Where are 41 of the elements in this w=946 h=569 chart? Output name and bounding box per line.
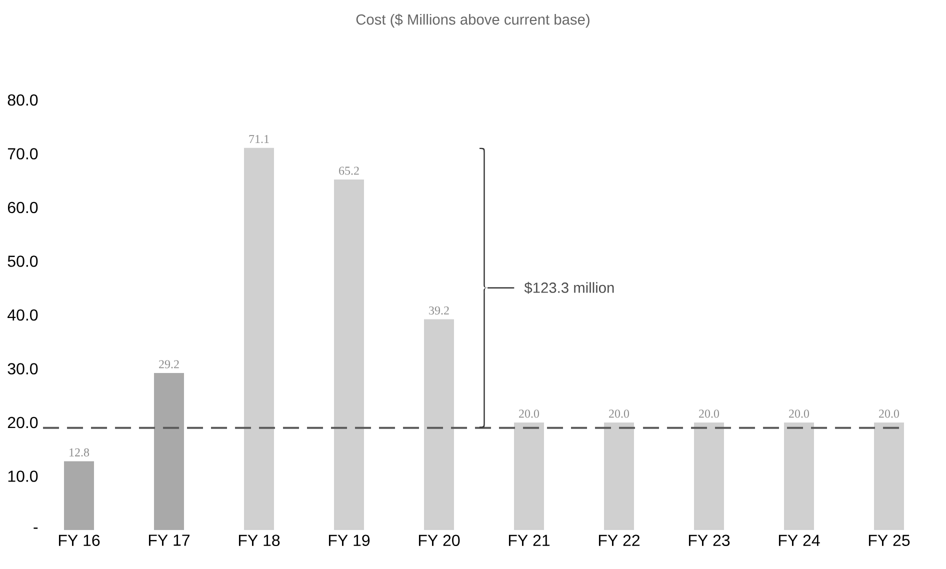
data-label: 12.8 [70,448,90,456]
annotation: $123.3 million [524,282,614,294]
bar [334,180,364,530]
chart-title: Cost ($ Millions above current base) [356,14,590,28]
data-label: 20.0 [879,410,900,418]
bar [784,422,814,530]
bar [244,148,274,530]
bar [874,422,904,530]
y-tick-label: 50.0 [8,256,38,267]
y-tick-label: 60.0 [8,202,38,214]
y-tick-label: 10.0 [8,470,38,482]
x-tick-label: FY 18 [238,534,280,546]
x-tick-label: FY 25 [868,534,910,546]
data-label: 71.1 [249,135,269,144]
x-tick-label: FY 22 [598,534,640,546]
y-tick-label: 20.0 [8,416,38,428]
x-tick-label: FY 21 [508,534,550,546]
x-tick-label: FY 19 [328,534,370,546]
x-tick-label: FY 24 [778,534,820,546]
bar [514,422,544,530]
data-label: 20.0 [519,410,540,418]
data-label: 20.0 [789,410,810,418]
bar [424,319,454,530]
data-label: 65.2 [339,166,359,175]
y-tick-label: 70.0 [8,148,38,160]
bar [64,461,94,530]
bar [604,422,634,530]
x-tick-label: FY 20 [418,534,460,546]
y-tick-label: 80.0 [8,94,38,106]
data-label: 29.2 [159,360,179,368]
x-tick-label: FY 17 [148,534,190,546]
y-tick-label: 30.0 [8,363,38,374]
data-label: 39.2 [429,306,449,315]
bar [694,422,724,530]
y-tick-label: 40.0 [8,309,38,321]
x-tick-label: FY 16 [58,534,100,546]
data-label: 20.0 [609,410,630,418]
y-tick-label: - [34,528,38,529]
bar [154,373,184,530]
data-label: 20.0 [699,410,720,418]
x-tick-label: FY 23 [688,534,730,546]
